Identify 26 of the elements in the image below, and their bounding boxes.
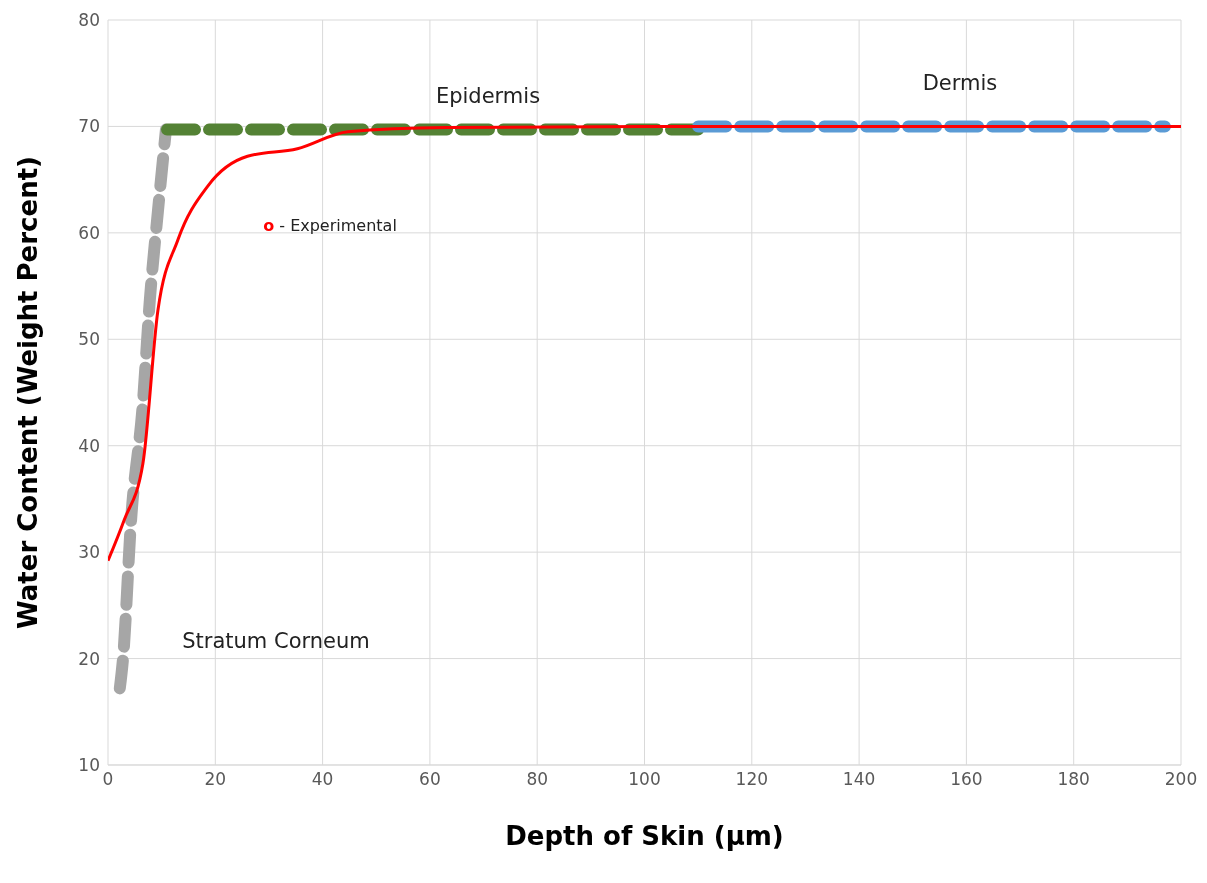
y-tick-label: 70	[78, 116, 100, 137]
x-tick-label: 20	[204, 769, 227, 790]
x-tick-label: 180	[1057, 769, 1090, 790]
x-tick-label: 200	[1164, 769, 1198, 790]
annotation: Dermis	[922, 71, 998, 95]
y-tick-label: 40	[78, 435, 100, 456]
annotation: o - Experimental	[263, 215, 397, 235]
y-tick-label: 80	[78, 10, 100, 31]
x-tick-label: 100	[628, 769, 661, 790]
x-axis-title: Depth of Skin (µm)	[505, 821, 784, 851]
y-tick-label: 20	[78, 648, 100, 669]
annotation: Epidermis	[435, 84, 541, 108]
x-tick-label: 80	[526, 769, 549, 790]
x-tick-label: 40	[311, 769, 334, 790]
x-tick-label: 160	[950, 769, 983, 790]
y-tick-label: 30	[78, 542, 100, 563]
y-tick-label: 10	[78, 755, 100, 776]
y-axis-title: Water Content (Weight Percent)	[13, 156, 44, 629]
x-tick-label: 60	[419, 769, 441, 790]
y-tick-label: 60	[78, 222, 100, 243]
line-series	[108, 124, 1181, 563]
x-tick-label: 120	[735, 769, 769, 790]
annotation: Stratum Corneum	[182, 629, 370, 653]
x-tick-label: 140	[842, 769, 876, 790]
x-tick-label: 0	[102, 769, 114, 790]
y-tick-label: 50	[78, 329, 100, 350]
